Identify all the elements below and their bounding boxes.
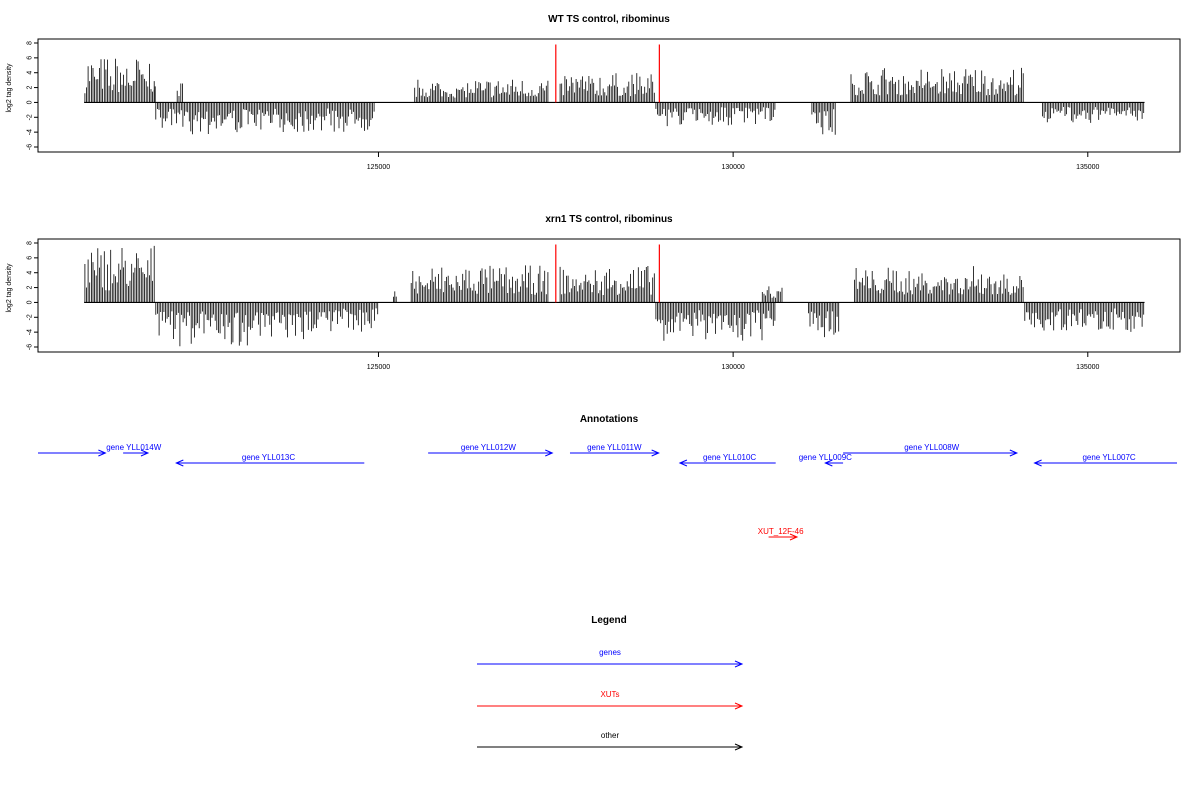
x-axis: 125000 130000 135000 — [367, 352, 1100, 371]
annotation-feature: gene YLL013C — [175, 453, 365, 467]
segment-bars — [655, 302, 776, 341]
x-tick-label: 130000 — [721, 364, 744, 371]
annotation-feature: gene YLL012W — [428, 443, 554, 457]
legend-label: XUTs — [600, 690, 619, 699]
segment-bars — [854, 266, 1024, 303]
y-tick-label: 8 — [27, 241, 34, 245]
annotation-feature: gene YLL009C — [799, 453, 852, 467]
annotation-feature: gene YLL011W — [569, 443, 660, 457]
segment-bars — [1024, 302, 1145, 332]
highlight-lines — [555, 44, 660, 103]
annotation-label: gene YLL011W — [587, 443, 642, 452]
panel-wt: WT TS control, ribominus log2 tag densit… — [6, 14, 1181, 171]
panel-xrn1: xrn1 TS control, ribominus log2 tag dens… — [6, 214, 1181, 371]
y-tick-label: 6 — [27, 256, 34, 260]
y-tick-label: 4 — [27, 71, 34, 75]
segment-bars — [176, 83, 183, 103]
annotation-tracks: gene YLL014W gene YLL013C gene YLL012W gene… — [38, 443, 1177, 541]
y-axis-label: log2 tag density — [6, 63, 13, 113]
annotation-label: XUT_12F-46 — [758, 527, 804, 536]
segment-bars — [559, 266, 655, 303]
segment-bars — [808, 302, 840, 338]
segment-bars — [1042, 102, 1145, 123]
segment-bars — [155, 302, 308, 347]
annotation-feature: XUT_12F-46 — [758, 527, 804, 541]
legend-panel: Legend genes XUTs other — [477, 615, 744, 751]
annotation-feature: gene YLL008W — [843, 443, 1019, 457]
segment-bars — [811, 102, 836, 135]
legend-title: Legend — [591, 615, 627, 626]
y-tick-label: 2 — [27, 86, 34, 90]
y-tick-label: -2 — [27, 114, 34, 120]
panel-title: xrn1 TS control, ribominus — [545, 214, 673, 225]
annotation-feature: gene YLL007C — [1033, 453, 1177, 467]
segment-bars — [279, 102, 375, 132]
y-axis: 8 6 4 2 0 -2 -4 -6 — [27, 241, 39, 350]
segment-bars — [155, 102, 279, 135]
segment-bars — [559, 73, 655, 103]
annotation-feature — [123, 449, 150, 457]
x-axis: 125000 130000 135000 — [367, 152, 1100, 171]
legend-entry: genes — [477, 648, 744, 668]
y-axis: 8 6 4 2 0 -2 -4 -6 — [27, 41, 39, 150]
legend-entry: XUTs — [477, 690, 744, 710]
annotation-label: gene YLL010C — [703, 453, 756, 462]
x-tick-label: 130000 — [721, 164, 744, 171]
legend-label: genes — [599, 648, 621, 657]
annotation-label: gene YLL009C — [799, 453, 852, 462]
segment-bars — [393, 291, 397, 303]
y-tick-label: -4 — [27, 129, 34, 135]
annotation-label: gene YLL008W — [904, 443, 959, 452]
highlight-lines — [555, 244, 660, 303]
panel-title: WT TS control, ribominus — [548, 14, 670, 25]
y-tick-label: 8 — [27, 41, 34, 45]
y-tick-label: 6 — [27, 56, 34, 60]
annotation-label: gene YLL014W — [106, 443, 161, 452]
y-tick-label: 4 — [27, 271, 34, 275]
segment-bars — [410, 265, 549, 303]
segment-bars — [850, 67, 1024, 103]
y-tick-label: -6 — [27, 144, 34, 150]
legend: genes XUTs other — [477, 648, 744, 751]
y-tick-label: -2 — [27, 314, 34, 320]
y-tick-label: 0 — [27, 100, 34, 104]
y-tick-label: 0 — [27, 300, 34, 304]
annotation-feature: gene YLL014W — [38, 443, 162, 457]
annotation-label: gene YLL012W — [461, 443, 516, 452]
x-tick-label: 125000 — [367, 364, 390, 371]
segment-bars — [84, 58, 155, 103]
legend-label: other — [601, 731, 620, 740]
x-tick-label: 125000 — [367, 164, 390, 171]
segment-bars — [153, 81, 156, 103]
legend-entry: other — [477, 731, 744, 751]
bar-series — [84, 58, 1145, 135]
y-tick-label: -4 — [27, 329, 34, 335]
bar-series — [84, 245, 1145, 347]
x-tick-label: 135000 — [1076, 364, 1099, 371]
x-tick-label: 135000 — [1076, 164, 1099, 171]
y-tick-label: -6 — [27, 344, 34, 350]
annotation-label: gene YLL013C — [242, 453, 295, 462]
y-axis-label: log2 tag density — [6, 263, 13, 313]
segment-bars — [761, 286, 783, 303]
segment-bars — [414, 79, 549, 103]
annotations-title: Annotations — [580, 414, 639, 425]
segment-bars — [655, 102, 776, 127]
annotation-label: gene YLL007C — [1082, 453, 1135, 462]
y-tick-label: 2 — [27, 286, 34, 290]
annotation-feature: gene YLL010C — [678, 453, 776, 467]
segment-bars — [84, 245, 155, 303]
segment-bars — [307, 302, 379, 332]
